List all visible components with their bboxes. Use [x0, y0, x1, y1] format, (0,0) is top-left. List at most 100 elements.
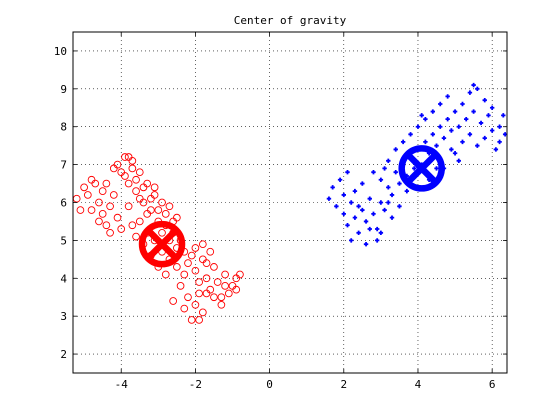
data-point [360, 181, 365, 186]
data-point [132, 187, 140, 195]
data-point [132, 232, 140, 241]
data-point [198, 308, 207, 317]
data-point [363, 219, 369, 224]
data-point [352, 188, 358, 194]
center-of-gravity-marker [138, 220, 186, 268]
data-point [349, 200, 354, 205]
center-cross [406, 153, 437, 184]
data-point [191, 300, 200, 309]
data-point [400, 139, 406, 145]
y-tick-label: 3 [60, 310, 67, 323]
data-point [117, 225, 126, 233]
data-point [445, 94, 450, 99]
data-point [397, 181, 402, 186]
series-0 [73, 153, 244, 324]
data-point [393, 147, 398, 152]
data-point [374, 226, 380, 232]
data-point [367, 226, 372, 232]
data-point [489, 128, 495, 133]
data-point [221, 270, 229, 279]
data-point [161, 270, 170, 279]
data-point [363, 241, 369, 247]
data-point [187, 251, 196, 260]
data-point [434, 143, 439, 148]
data-point [150, 191, 159, 199]
data-point [206, 247, 215, 256]
data-point [150, 183, 159, 192]
data-point [95, 198, 103, 207]
data-point [187, 316, 196, 324]
data-point [95, 217, 103, 226]
data-point [202, 289, 211, 298]
data-point [438, 124, 443, 129]
center-ring [398, 145, 445, 192]
center-cross [147, 229, 177, 259]
data-point [404, 188, 410, 194]
data-point [128, 221, 137, 230]
data-point [217, 293, 226, 302]
data-point [165, 202, 174, 211]
data-point [482, 98, 487, 103]
data-point [132, 175, 140, 184]
data-point [154, 206, 163, 214]
data-point [486, 113, 491, 118]
data-point [378, 200, 384, 205]
data-point [195, 289, 203, 298]
data-point [434, 166, 439, 171]
data-point [326, 196, 332, 201]
data-point [236, 270, 244, 279]
data-point [195, 316, 203, 324]
data-point [382, 207, 387, 213]
data-point [169, 297, 178, 305]
data-point [386, 158, 391, 164]
data-point [180, 304, 189, 313]
data-point [135, 168, 144, 177]
data-point [452, 151, 458, 156]
data-point [87, 206, 96, 214]
data-point [493, 147, 499, 152]
data-point [113, 213, 122, 222]
data-point [415, 124, 421, 129]
data-point [106, 202, 114, 211]
data-point [467, 132, 473, 137]
data-point [467, 90, 473, 95]
data-point [378, 230, 384, 236]
data-point [463, 116, 469, 122]
data-point [106, 228, 114, 237]
y-tick-label: 5 [60, 234, 67, 247]
data-point [228, 282, 237, 290]
data-point [73, 194, 81, 203]
data-point [337, 177, 343, 182]
data-point [341, 192, 346, 198]
center-of-gravity-marker [398, 145, 445, 192]
grid [73, 32, 507, 373]
data-point [221, 282, 229, 290]
data-point [330, 185, 335, 190]
y-tick-label: 6 [60, 197, 67, 210]
data-point [475, 143, 480, 148]
data-point [449, 147, 454, 152]
data-point [386, 200, 391, 205]
data-point [198, 255, 207, 264]
data-point [471, 109, 476, 114]
chart-title: Center of gravity [234, 14, 347, 27]
data-point [497, 124, 502, 129]
data-point [367, 196, 372, 201]
x-tick-label: 4 [415, 378, 422, 391]
data-point [449, 128, 454, 133]
data-point [102, 179, 111, 188]
data-point [91, 179, 100, 188]
data-point [452, 109, 458, 114]
data-point [456, 124, 461, 129]
data-point [98, 187, 107, 195]
data-point [423, 139, 428, 145]
data-point [341, 211, 346, 217]
data-point [445, 116, 450, 122]
data-point [489, 105, 495, 110]
data-point [121, 153, 129, 161]
data-point [224, 289, 233, 298]
data-point [441, 135, 447, 141]
data-point [371, 169, 376, 175]
ticks: -4 -2 0 2 4 6 2 3 4 5 6 7 8 9 10 [54, 32, 507, 391]
y-tick-label: 10 [54, 45, 67, 58]
